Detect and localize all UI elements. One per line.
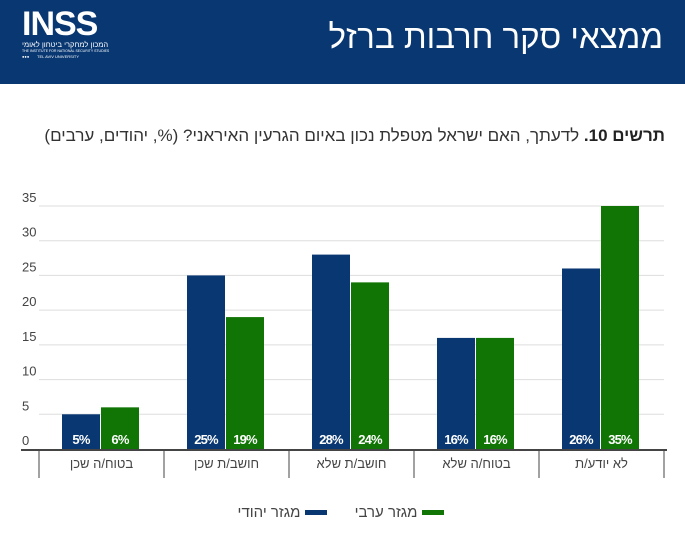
bar xyxy=(101,407,139,449)
bar xyxy=(62,414,100,449)
logo-hebrew: המכון למחקרי ביטחון לאומי xyxy=(22,40,109,49)
legend-item-jewish[interactable]: מגזר יהודי xyxy=(233,504,336,521)
bar xyxy=(351,282,389,449)
logo-english: THE INSTITUTE FOR NATIONAL SECURITY STUD… xyxy=(22,49,110,53)
logo-text: INSS xyxy=(22,5,98,43)
y-tick-label: 15 xyxy=(22,329,36,344)
figure-label: תרשים 10. xyxy=(583,126,665,145)
y-tick-label: 20 xyxy=(22,294,36,309)
legend-label-arab: מגזר ערבי xyxy=(354,504,418,521)
data-label: 19% xyxy=(233,432,258,447)
bar xyxy=(226,317,264,449)
y-tick-label: 35 xyxy=(22,190,36,205)
bar xyxy=(476,337,514,449)
data-label: 35% xyxy=(608,432,633,447)
data-label: 6% xyxy=(111,432,129,447)
legend-swatch-jewish xyxy=(305,510,328,515)
x-tick-label: חושב/ת שכן xyxy=(194,456,259,471)
bar xyxy=(312,254,350,449)
logo-tau: ●●● TEL AVIV UNIVERSITY xyxy=(22,54,80,59)
y-tick-label: 5 xyxy=(22,398,29,413)
page-title: ממצאי סקר חרבות ברזל xyxy=(328,18,663,55)
data-label: 25% xyxy=(194,432,219,447)
y-tick-label: 30 xyxy=(22,225,36,240)
data-label: 16% xyxy=(444,432,469,447)
data-label: 24% xyxy=(358,432,383,447)
legend-swatch-arab xyxy=(422,510,445,515)
question-text: לדעתך, האם ישראל מטפלת נכון באיום הגרעין… xyxy=(44,126,584,145)
inss-logo: INSS המכון למחקרי ביטחון לאומי THE INSTI… xyxy=(22,5,122,78)
y-tick-label: 0 xyxy=(22,433,29,448)
legend: מגזר ערבי מגזר יהודי xyxy=(0,502,685,521)
bar xyxy=(437,337,475,449)
data-label: 16% xyxy=(483,432,508,447)
x-tick-label: בטוח/ה שלא xyxy=(442,456,510,471)
data-label: 26% xyxy=(569,432,594,447)
bar xyxy=(562,268,600,449)
header: INSS המכון למחקרי ביטחון לאומי THE INSTI… xyxy=(0,0,685,84)
bar xyxy=(601,206,639,449)
y-tick-label: 25 xyxy=(22,259,36,274)
legend-label-jewish: מגזר יהודי xyxy=(237,504,301,521)
data-label: 5% xyxy=(72,432,90,447)
bar xyxy=(187,275,225,449)
y-tick-label: 10 xyxy=(22,364,36,379)
x-tick-label: לא יודע/ת xyxy=(575,456,628,471)
chart-question: תרשים 10. לדעתך, האם ישראל מטפלת נכון בא… xyxy=(15,118,665,154)
legend-item-arab[interactable]: מגזר ערבי xyxy=(350,504,453,521)
x-tick-label: בטוח/ה שכן xyxy=(70,456,134,471)
x-tick-label: חושב/ת שלא xyxy=(317,456,387,471)
data-label: 28% xyxy=(319,432,344,447)
